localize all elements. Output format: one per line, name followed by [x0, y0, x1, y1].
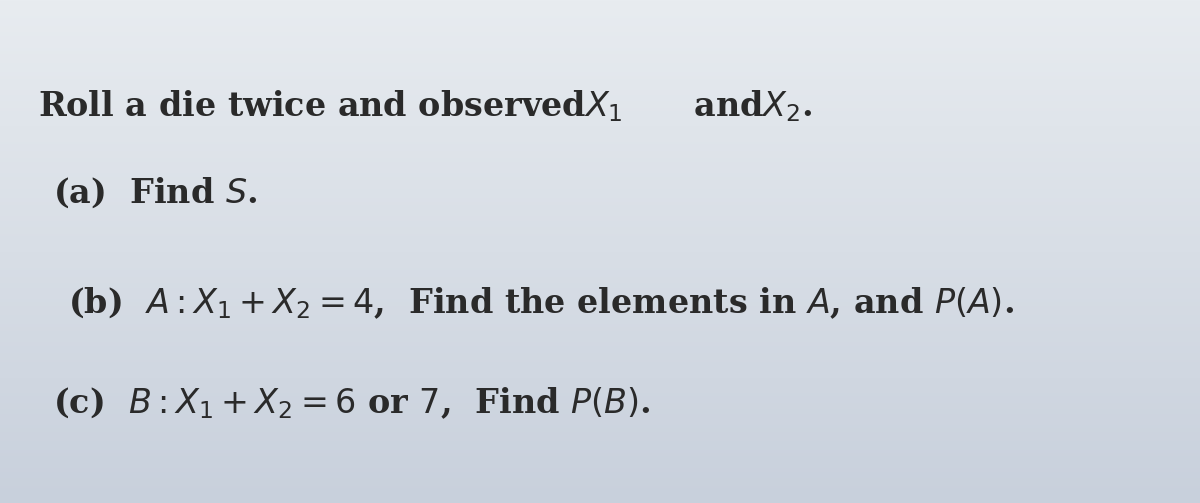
Text: (c)  $\mathit{B} : \mathit{X}_1 + \mathit{X}_2 = 6$ or $7$,  Find $\mathit{P}(\m: (c) $\mathit{B} : \mathit{X}_1 + \mathit… — [53, 385, 650, 421]
Text: (a)  Find $\mathit{S}$.: (a) Find $\mathit{S}$. — [53, 175, 257, 210]
Text: Roll a die twice and observed$\mathit{X}_1$      and$\mathit{X}_2$.: Roll a die twice and observed$\mathit{X}… — [38, 88, 812, 124]
Text: (b)  $\mathit{A} : \mathit{X}_1 + \mathit{X}_2 = 4$,  Find the elements in $\mat: (b) $\mathit{A} : \mathit{X}_1 + \mathit… — [68, 285, 1014, 321]
